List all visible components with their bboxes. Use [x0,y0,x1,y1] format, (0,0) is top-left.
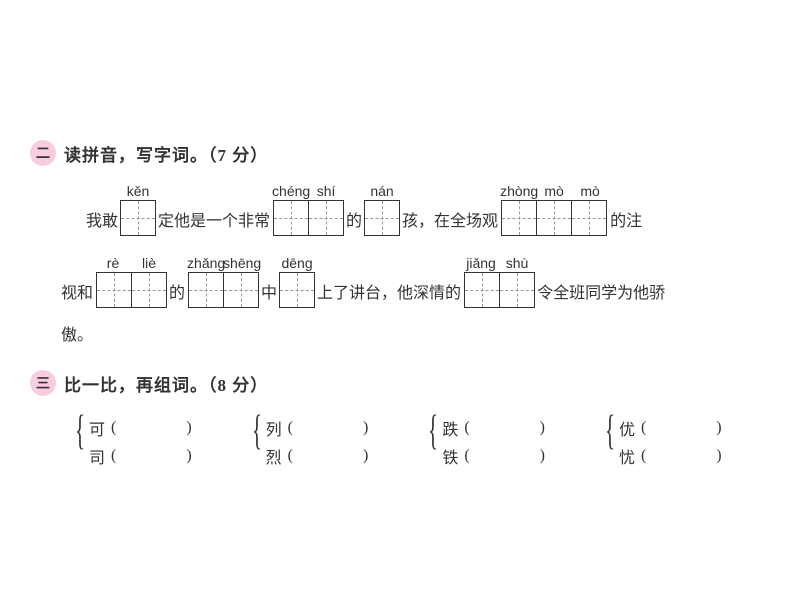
section-2-title: 读拼音，写字词。（7 分） [64,141,268,166]
compare-pair-3: { 跌 () 铁 () [428,414,545,470]
pinyin: zhòng [500,184,536,198]
compare-row: 列 () [266,414,369,442]
paren: ( [641,447,646,465]
char-box[interactable] [120,200,156,236]
compare-row: 优 () [619,414,722,442]
text: 的注 [610,214,642,236]
compare-row: 可 () [89,414,192,442]
paren: ) [363,447,368,465]
paren: ( [111,447,116,465]
char-box[interactable] [536,200,572,236]
pinyin-box-zhangsheng: zhǎng shēng [187,256,259,308]
compare-pair-2: { 列 () 烈 () [252,414,369,470]
text: 傲。 [61,328,93,350]
badge-3: 三 [30,370,56,396]
compare-pair-4: { 优 () 忧 () [605,414,722,470]
char: 可 [89,416,109,440]
char-box[interactable] [501,200,537,236]
pinyin: dēng [279,256,315,270]
text: 的 [346,214,362,236]
char-box[interactable] [571,200,607,236]
text: 上了讲台，他深情的 [317,286,461,308]
char: 烈 [266,444,286,468]
char-box[interactable] [464,272,500,308]
text: 的 [169,286,185,308]
char-box[interactable] [273,200,309,236]
paren: ( [111,419,116,437]
paren: ) [540,419,545,437]
pinyin: jiǎng [463,256,499,270]
char-box[interactable] [499,272,535,308]
char: 列 [266,416,286,440]
text: 定他是一个非常 [158,214,270,236]
paren: ) [540,447,545,465]
paren: ( [288,419,293,437]
char-box[interactable] [131,272,167,308]
exercise-line-2: 视和 rè liè 的 zhǎng shēng 中 dēng [60,256,770,308]
pinyin: zhǎng [187,256,223,270]
paren: ( [288,447,293,465]
char: 优 [619,416,639,440]
pinyin-box-zhongmomo: zhòng mò mò [500,184,608,236]
paren: ( [641,419,646,437]
pinyin: mò [536,184,572,198]
pinyin: shù [499,256,535,270]
char-box[interactable] [364,200,400,236]
badge-2: 二 [30,140,56,166]
brace-icon: { [252,410,262,452]
compare-row: 跌 () [442,414,545,442]
paren: ) [716,419,721,437]
brace-icon: { [605,410,615,452]
pinyin: shēng [223,256,259,270]
char-box[interactable] [96,272,132,308]
paren: ( [464,419,469,437]
paren: ( [464,447,469,465]
compare-row: 忧 () [619,442,722,470]
compare-row: 烈 () [266,442,369,470]
char: 司 [89,444,109,468]
compare-grid: { 可 () 司 () { 列 () 烈 () { 跌 [75,414,770,470]
compare-pair-1: { 可 () 司 () [75,414,192,470]
pinyin-box-deng: dēng [279,256,315,308]
pinyin: nán [364,184,400,198]
pinyin-box-relie: rè liè [95,256,167,308]
pinyin-box-nan: nán [364,184,400,236]
section-3-title: 比一比，再组词。（8 分） [64,371,268,396]
pinyin-box-jiangshu: jiǎng shù [463,256,535,308]
char: 忧 [619,444,639,468]
brace-icon: { [428,410,438,452]
pinyin: liè [131,256,167,270]
paren: ) [186,419,191,437]
paren: ) [716,447,721,465]
compare-row: 司 () [89,442,192,470]
compare-row: 铁 () [442,442,545,470]
char-box[interactable] [308,200,344,236]
exercise-line-1: 我敢 kěn 定他是一个非常 chéng shí 的 nán 孩，在全场观 zh… [85,184,770,236]
pinyin: shí [308,184,344,198]
paren: ) [363,419,368,437]
char-box[interactable] [223,272,259,308]
brace-icon: { [75,410,85,452]
text: 孩，在全场观 [402,214,498,236]
section-3-header: 三 比一比，再组词。（8 分） [30,370,770,396]
text: 中 [261,286,277,308]
pinyin: rè [95,256,131,270]
char-box[interactable] [279,272,315,308]
text: 令全班同学为他骄 [537,286,665,308]
char: 跌 [442,416,462,440]
pinyin-box-ken: kěn [120,184,156,236]
pinyin-box-chengshi: chéng shí [272,184,344,236]
text: 我敢 [86,214,118,236]
char-box[interactable] [188,272,224,308]
char: 铁 [442,444,462,468]
pinyin: kěn [120,184,156,198]
text: 视和 [61,286,93,308]
exercise-line-3: 傲。 [60,328,770,350]
pinyin: mò [572,184,608,198]
pinyin: chéng [272,184,308,198]
section-2-header: 二 读拼音，写字词。（7 分） [30,140,770,166]
paren: ) [186,447,191,465]
